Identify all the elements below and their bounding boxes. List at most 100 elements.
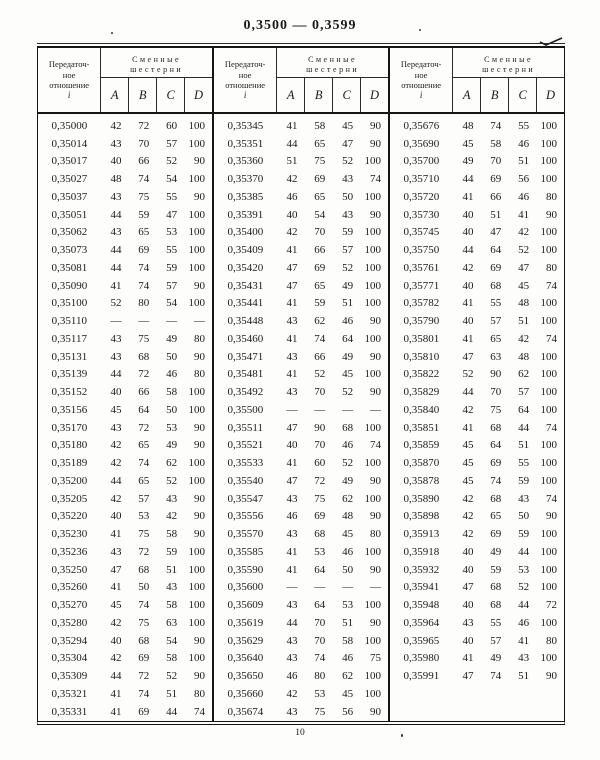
gear-column-d: D	[360, 78, 388, 112]
gear-teeth-value: 80	[193, 332, 205, 345]
ratio-value: 0,35180	[51, 439, 88, 452]
gear-teeth-value: 90	[369, 474, 381, 487]
table-row: 0,35965 40 57 41 80	[390, 632, 564, 650]
gear-column-b: B	[480, 78, 508, 112]
gear-teeth-value: 100	[188, 563, 205, 576]
ratio-value: 0,35619	[227, 616, 264, 629]
ratio-value: 0,35980	[403, 652, 440, 665]
table-row: 0,35710 44 69 56 100	[390, 170, 564, 188]
ratio-value: 0,35859	[403, 439, 440, 452]
table-row: 0,35609 43 64 53 100	[214, 596, 388, 614]
gear-teeth-value: 90	[545, 670, 557, 683]
gear-teeth-value: 90	[193, 634, 205, 647]
ratio-value: 0,35090	[51, 279, 88, 292]
table-row: 0,35017 40 66 52 90	[38, 153, 212, 171]
table-row: 0,35851 41 68 44 74	[390, 419, 564, 437]
gear-teeth-value: 45	[342, 368, 354, 381]
gear-teeth-value: 54	[314, 208, 326, 221]
gear-teeth-value: 52	[462, 368, 474, 381]
gear-teeth-value: 100	[540, 652, 557, 665]
gear-teeth-value: 100	[540, 155, 557, 168]
gear-teeth-value: 50	[342, 563, 354, 576]
gear-teeth-value: 41	[110, 687, 122, 700]
gear-teeth-value: 52	[166, 155, 178, 168]
gear-teeth-value: 43	[286, 528, 298, 541]
gear-teeth-value: 90	[490, 368, 502, 381]
gear-teeth-value: 49	[490, 652, 502, 665]
gear-teeth-value: 50	[518, 510, 530, 523]
gear-teeth-value: 100	[364, 279, 381, 292]
table-row: 0,35570 43 68 45 80	[214, 525, 388, 543]
ratio-value: 0,35360	[227, 155, 264, 168]
gear-teeth-value: 64	[314, 599, 326, 612]
gear-teeth-value: 56	[342, 705, 354, 718]
gear-teeth-value: 42	[110, 492, 122, 505]
gear-teeth-value: 100	[188, 137, 205, 150]
gear-teeth-value: 40	[110, 155, 122, 168]
ratio-symbol: i	[419, 89, 423, 100]
ratio-value: 0,35829	[403, 386, 440, 399]
table-row: 0,35431 47 65 49 100	[214, 277, 388, 295]
gear-teeth-value: 90	[193, 279, 205, 292]
gear-teeth-value: 42	[286, 226, 298, 239]
gear-teeth-value: 100	[364, 332, 381, 345]
gear-teeth-value: 43	[286, 315, 298, 328]
gear-teeth-value: 45	[462, 474, 474, 487]
gear-teeth-value: 58	[166, 528, 178, 541]
gear-teeth-value: 40	[462, 634, 474, 647]
gear-teeth-value: 70	[314, 634, 326, 647]
gear-teeth-value: 43	[286, 652, 298, 665]
ratio-value: 0,35898	[403, 510, 440, 523]
gear-teeth-value: 90	[369, 350, 381, 363]
ratio-value: 0,35750	[403, 244, 440, 257]
gear-teeth-value: 69	[490, 457, 502, 470]
gear-teeth-value: 43	[462, 616, 474, 629]
gear-teeth-value: 72	[545, 599, 557, 612]
gears-label-line: шестерни	[130, 65, 184, 74]
gear-teeth-value: 100	[188, 173, 205, 186]
gear-teeth-value: 72	[138, 670, 150, 683]
table-row: 0,35131 43 68 50 90	[38, 348, 212, 366]
gear-teeth-value: 100	[188, 226, 205, 239]
table-row: 0,35948 40 68 44 72	[390, 596, 564, 614]
gear-teeth-value: 70	[138, 137, 150, 150]
ratio-value: 0,35761	[403, 261, 440, 274]
gear-teeth-value: 46	[518, 137, 530, 150]
table-row: 0,35180 42 65 49 90	[38, 437, 212, 455]
gear-teeth-value: 51	[490, 208, 502, 221]
gear-teeth-value: 43	[110, 332, 122, 345]
table-row: 0,35859 45 64 51 100	[390, 437, 564, 455]
gear-teeth-value: 51	[166, 563, 178, 576]
gear-teeth-value: —	[138, 315, 150, 328]
gear-teeth-value: 41	[286, 457, 298, 470]
table-row: 0,35918 40 49 44 100	[390, 543, 564, 561]
gear-teeth-value: 47	[110, 563, 122, 576]
gear-teeth-value: 46	[518, 190, 530, 203]
gear-teeth-value: 48	[518, 297, 530, 310]
table-row: 0,35500 — — — —	[214, 401, 388, 419]
gear-teeth-value: 64	[490, 439, 502, 452]
gear-teeth-value: 47	[462, 350, 474, 363]
table-row: 0,35782 41 55 48 100	[390, 295, 564, 313]
gear-teeth-value: 69	[314, 173, 326, 186]
ratio-value: 0,35431	[227, 279, 264, 292]
table-row: 0,35270 45 74 58 100	[38, 596, 212, 614]
ratio-label-line: отношение	[49, 79, 90, 90]
gear-teeth-value: 40	[462, 545, 474, 558]
table-row: 0,35236 43 72 59 100	[38, 543, 212, 561]
gears-group-header: Сменные шестерни	[277, 48, 388, 78]
gear-teeth-value: 47	[462, 670, 474, 683]
gear-teeth-value: 100	[364, 155, 381, 168]
gear-teeth-value: 43	[286, 492, 298, 505]
ratio-value: 0,35250	[51, 563, 88, 576]
gear-teeth-value: 47	[462, 581, 474, 594]
gear-teeth-value: 46	[286, 190, 298, 203]
table-row: 0,35220 40 53 42 90	[38, 508, 212, 526]
gear-teeth-value: 62	[342, 492, 354, 505]
gear-teeth-value: 43	[110, 190, 122, 203]
table-row: 0,35351 44 65 47 90	[214, 135, 388, 153]
gear-teeth-value: 100	[540, 528, 557, 541]
gear-teeth-value: 46	[342, 439, 354, 452]
gear-teeth-value: 80	[138, 297, 150, 310]
gear-teeth-value: 64	[518, 403, 530, 416]
